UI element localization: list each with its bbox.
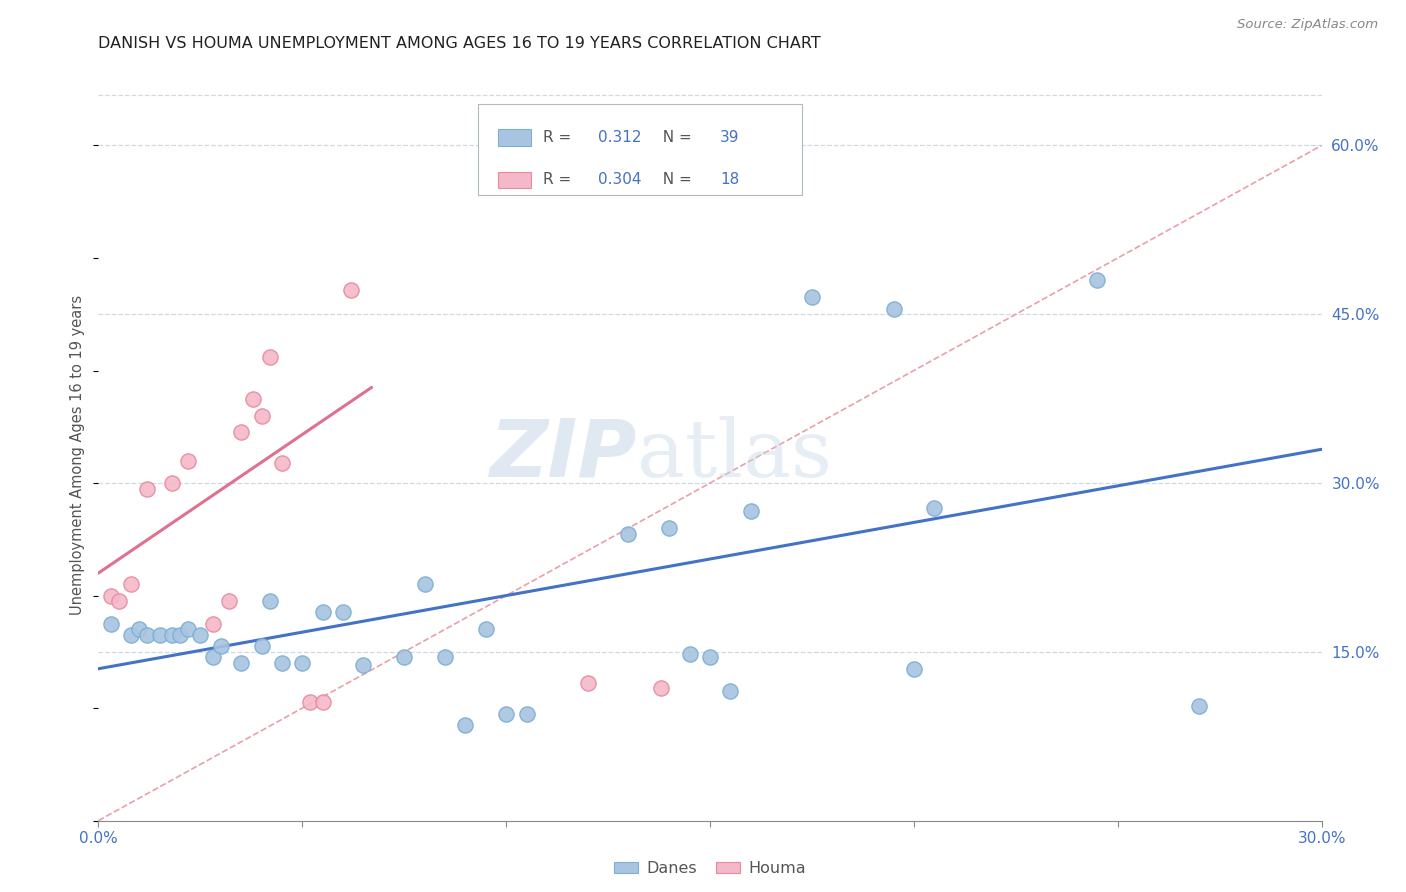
Point xyxy=(188,628,212,642)
Text: ZIP: ZIP xyxy=(489,416,637,494)
Point xyxy=(201,616,224,631)
Point xyxy=(100,616,122,631)
Point xyxy=(332,606,354,620)
Point xyxy=(299,696,322,710)
Point xyxy=(259,594,281,608)
Point xyxy=(259,350,281,364)
FancyBboxPatch shape xyxy=(498,129,530,145)
Point xyxy=(160,628,183,642)
Point xyxy=(576,676,599,690)
Point xyxy=(149,628,172,642)
Point xyxy=(120,628,142,642)
Text: DANISH VS HOUMA UNEMPLOYMENT AMONG AGES 16 TO 19 YEARS CORRELATION CHART: DANISH VS HOUMA UNEMPLOYMENT AMONG AGES … xyxy=(98,36,821,51)
Point xyxy=(340,283,363,297)
Point xyxy=(108,594,131,608)
Point xyxy=(312,696,335,710)
Point xyxy=(699,650,721,665)
Point xyxy=(128,623,150,637)
Point xyxy=(136,628,159,642)
Point xyxy=(903,662,925,676)
Text: Source: ZipAtlas.com: Source: ZipAtlas.com xyxy=(1237,18,1378,31)
Point xyxy=(291,656,314,670)
Point xyxy=(250,639,273,653)
Point xyxy=(242,392,264,406)
Point xyxy=(650,681,672,695)
Text: 18: 18 xyxy=(720,172,740,187)
Text: R =: R = xyxy=(543,130,576,145)
Text: 0.304: 0.304 xyxy=(598,172,641,187)
Point xyxy=(136,482,159,496)
Text: R =: R = xyxy=(543,172,576,187)
Point xyxy=(201,650,224,665)
Point xyxy=(454,718,477,732)
Point xyxy=(413,577,436,591)
Point xyxy=(516,706,538,721)
Point xyxy=(720,684,742,698)
Point xyxy=(801,290,824,304)
Point xyxy=(120,577,142,591)
Legend: Danes, Houma: Danes, Houma xyxy=(607,855,813,882)
Point xyxy=(883,301,905,316)
Point xyxy=(169,628,191,642)
Point xyxy=(352,658,374,673)
Text: 39: 39 xyxy=(720,130,740,145)
Point xyxy=(177,453,200,467)
Point xyxy=(270,456,294,470)
Point xyxy=(218,594,240,608)
Point xyxy=(177,623,200,637)
Point xyxy=(209,639,232,653)
Point xyxy=(270,656,294,670)
Point xyxy=(392,650,416,665)
Text: N =: N = xyxy=(652,172,696,187)
Point xyxy=(100,589,122,603)
Text: N =: N = xyxy=(652,130,696,145)
Point xyxy=(1085,273,1108,287)
Point xyxy=(312,606,335,620)
Point xyxy=(1188,698,1211,713)
Point xyxy=(231,656,253,670)
Text: 0.312: 0.312 xyxy=(598,130,641,145)
Point xyxy=(740,504,762,518)
Point xyxy=(434,650,457,665)
Point xyxy=(495,706,517,721)
Point xyxy=(250,409,273,423)
Point xyxy=(536,161,558,175)
Point xyxy=(922,500,945,515)
Y-axis label: Unemployment Among Ages 16 to 19 years: Unemployment Among Ages 16 to 19 years xyxy=(70,295,86,615)
Text: atlas: atlas xyxy=(637,416,832,494)
Point xyxy=(679,647,702,661)
Point xyxy=(231,425,253,440)
Point xyxy=(617,526,640,541)
Point xyxy=(658,521,681,535)
FancyBboxPatch shape xyxy=(498,172,530,188)
Point xyxy=(160,476,183,491)
Point xyxy=(474,623,498,637)
FancyBboxPatch shape xyxy=(478,103,801,195)
